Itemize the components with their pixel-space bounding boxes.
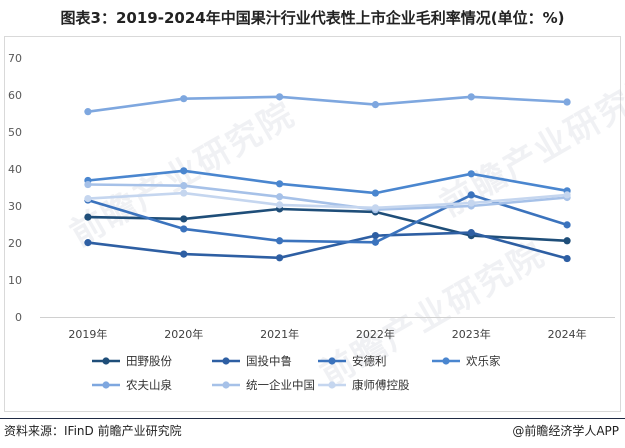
x-tick-label: 2021年: [260, 327, 299, 341]
data-point: [467, 93, 475, 101]
y-tick-label: 60: [8, 89, 22, 102]
x-tick-label: 2020年: [164, 327, 203, 341]
x-tick-label: 2019年: [68, 327, 107, 341]
legend-marker: [222, 357, 230, 365]
legend-label: 国投中鲁: [246, 354, 292, 368]
y-tick-label: 0: [15, 311, 22, 324]
data-point: [180, 215, 188, 223]
data-point: [563, 191, 571, 199]
legend-marker: [328, 357, 336, 365]
legend-marker: [222, 381, 230, 389]
brand-credit: @前瞻经济学人APP: [512, 424, 619, 438]
data-point: [467, 170, 475, 178]
legend-label: 田野股份: [126, 354, 172, 368]
y-tick-label: 30: [8, 200, 22, 213]
data-point: [180, 189, 188, 197]
data-point: [275, 254, 284, 262]
data-point: [84, 213, 92, 221]
data-point: [467, 199, 475, 207]
data-point: [275, 180, 284, 188]
data-point: [371, 238, 380, 246]
data-point: [180, 182, 188, 190]
data-point: [563, 237, 571, 245]
data-point: [371, 204, 380, 212]
data-point: [84, 108, 92, 116]
data-point: [84, 195, 92, 203]
y-tick-label: 40: [8, 163, 22, 176]
data-point: [563, 254, 571, 263]
series-line-1: [87, 207, 568, 243]
data-point: [275, 201, 284, 209]
legend-label: 统一企业中国: [246, 378, 315, 392]
legend-label: 康师傅控股: [352, 378, 410, 392]
data-point: [275, 237, 284, 245]
y-tick-label: 50: [8, 126, 22, 139]
series-line-5: [87, 95, 568, 113]
data-point: [563, 221, 571, 229]
series-line-6: [87, 183, 568, 211]
legend-label: 安德利: [352, 354, 387, 368]
legend-label: 农夫山泉: [126, 378, 172, 392]
data-point: [84, 239, 92, 247]
chart-title: 图表3：2019-2024年中国果汁行业代表性上市企业毛利率情况(单位：%): [60, 9, 565, 27]
data-point: [467, 229, 475, 237]
y-tick-label: 20: [8, 237, 22, 250]
footer-divider: [0, 418, 625, 419]
y-tick-label: 70: [8, 52, 22, 65]
x-tick-label: 2024年: [548, 327, 587, 341]
x-tick-label: 2022年: [356, 327, 395, 341]
data-point: [371, 232, 380, 240]
source-note: 资料来源：IFinD 前瞻产业研究院: [4, 424, 182, 438]
data-point: [371, 189, 380, 197]
series-line-2: [87, 231, 568, 260]
data-point: [180, 95, 188, 103]
data-point: [180, 225, 188, 233]
data-point: [84, 180, 92, 189]
series-line-4: [87, 169, 568, 195]
series-line-7: [87, 191, 568, 210]
data-point: [563, 98, 571, 106]
series-line-3: [87, 193, 568, 244]
legend-marker: [102, 357, 110, 365]
data-point: [467, 191, 475, 199]
data-point: [180, 167, 188, 175]
data-point: [371, 101, 380, 109]
y-tick-label: 10: [8, 274, 22, 287]
legend-marker: [442, 357, 450, 365]
x-tick-label: 2023年: [452, 327, 491, 341]
legend-label: 欢乐家: [466, 354, 501, 368]
data-point: [275, 93, 284, 101]
legend-marker: [328, 381, 336, 389]
data-point: [180, 250, 188, 258]
data-point: [275, 193, 284, 201]
legend-marker: [102, 381, 110, 389]
